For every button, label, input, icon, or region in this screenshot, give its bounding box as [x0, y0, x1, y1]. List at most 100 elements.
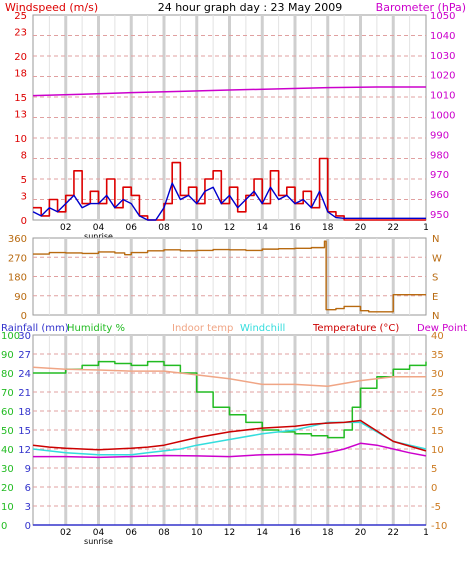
sunrise-label: sunrise: [84, 537, 113, 546]
rainfall-tick: 9: [25, 464, 31, 475]
temperature-tick: 15: [431, 426, 444, 437]
x-tick-label: 06: [126, 528, 138, 538]
x-tick-label: 08: [158, 223, 170, 233]
x-tick-label: 02: [60, 223, 71, 233]
x-tick-label: 06: [126, 223, 138, 233]
temperature-tick: 30: [431, 369, 444, 380]
rainfall-tick: 0: [25, 521, 31, 532]
barometer-tick: 1040: [430, 31, 455, 42]
rainfall-tick: 18: [18, 407, 31, 418]
compass-tick: N: [432, 311, 439, 322]
x-tick-label: 1: [423, 223, 429, 233]
temperature-tick: 10: [431, 445, 444, 456]
windspeed-axis-label: Windspeed (m/s): [5, 1, 98, 14]
indoor-temp-line: [32, 366, 426, 388]
humidity-tick: 60: [1, 407, 14, 418]
barometer-tick: 1000: [430, 111, 455, 122]
compass-tick: E: [432, 292, 438, 303]
sunrise-label: sunrise: [84, 232, 113, 241]
rainfall-tick: 30: [18, 331, 31, 342]
temperature-tick: 5: [431, 464, 437, 475]
windspeed-line: [33, 157, 426, 221]
windchill-label: Windchill: [240, 323, 285, 334]
x-tick-label: 1: [423, 528, 429, 538]
windspeed-tick: 18: [14, 68, 27, 79]
windspeed-tick: 8: [21, 150, 27, 161]
windspeed-tick: 10: [14, 134, 27, 145]
x-tick-label: 12: [224, 223, 235, 233]
direction-tick: 0: [21, 311, 27, 322]
windspeed-tick: 15: [14, 93, 27, 104]
dewpoint-line: [33, 442, 427, 459]
windspeed-tick: 5: [21, 175, 27, 186]
temperature-tick: 20: [431, 407, 444, 418]
barometer-tick: 950: [430, 210, 449, 221]
x-tick-label: 16: [289, 223, 301, 233]
barometer-tick: 970: [430, 170, 449, 181]
x-tick-label: 12: [224, 528, 235, 538]
barometer-tick: 1020: [430, 71, 455, 82]
temperature-tick: -5: [431, 502, 441, 513]
x-tick-label: 04: [93, 223, 105, 233]
windspeed-tick: 3: [21, 191, 27, 202]
temperature-tick: -10: [431, 521, 447, 532]
windspeed-tick: 25: [14, 11, 27, 22]
x-tick-label: 14: [257, 223, 269, 233]
barometer-tick: 1050: [430, 11, 455, 22]
windspeed-tick: 0: [21, 216, 27, 227]
barometer-tick: 1010: [430, 91, 455, 102]
x-tick-label: 04: [93, 528, 105, 538]
windspeed-tick: 13: [14, 109, 27, 120]
humidity-tick: 0: [1, 521, 7, 532]
direction-tick: 180: [8, 273, 27, 284]
x-tick-label: 14: [257, 528, 269, 538]
temperature-line: [32, 419, 427, 452]
barometer-line: [32, 86, 426, 97]
direction-tick: 270: [8, 253, 27, 264]
wind-direction-line: [33, 240, 426, 313]
temperature-tick: 35: [431, 350, 444, 361]
compass-tick: W: [432, 253, 442, 264]
rainfall-tick: 21: [18, 388, 31, 399]
humidity-tick: 80: [1, 369, 14, 380]
humidity-tick: 90: [1, 350, 14, 361]
barometer-axis-label: Barometer (hPa): [376, 1, 466, 14]
dewpoint-label: Dew Point: [417, 323, 467, 334]
windspeed-tick: 20: [14, 52, 27, 63]
rainfall-tick: 6: [25, 483, 31, 494]
x-tick-label: 08: [158, 528, 170, 538]
x-tick-label: 22: [388, 528, 399, 538]
compass-tick: N: [432, 234, 439, 245]
humidity-line: [33, 360, 427, 439]
rainfall-tick: 24: [18, 369, 31, 380]
x-tick-label: 10: [191, 223, 203, 233]
chart-title: 24 hour graph day : 23 May 2009: [158, 1, 343, 14]
compass-tick: S: [432, 273, 438, 284]
rainfall-tick: 12: [18, 445, 31, 456]
chart-layer: 0358101315182023259509609709809901000101…: [1, 11, 455, 546]
x-tick-label: 02: [60, 528, 71, 538]
barometer-tick: 980: [430, 150, 449, 161]
temperature-tick: 25: [431, 388, 444, 399]
humidity-tick: 50: [1, 426, 14, 437]
humidity-tick: 70: [1, 388, 14, 399]
x-tick-label: 18: [322, 528, 334, 538]
x-tick-label: 18: [322, 223, 334, 233]
humidity-tick: 10: [1, 502, 14, 513]
rainfall-tick: 27: [18, 350, 31, 361]
rainfall-axis-label: Rainfall (mm): [1, 323, 69, 334]
x-tick-label: 20: [355, 223, 367, 233]
humidity-tick: 100: [1, 331, 20, 342]
temperature-label: Temperature (°C): [312, 323, 399, 334]
temperature-tick: 40: [431, 331, 444, 342]
indoor-temp-label: Indoor temp: [172, 323, 233, 334]
x-tick-label: 20: [355, 528, 367, 538]
barometer-tick: 960: [430, 190, 449, 201]
x-tick-label: 16: [289, 528, 301, 538]
humidity-tick: 30: [1, 464, 14, 475]
x-tick-label: 10: [191, 528, 203, 538]
x-tick-label: 22: [388, 223, 399, 233]
barometer-tick: 1030: [430, 51, 455, 62]
humidity-axis-label: Humidity %: [67, 323, 125, 334]
